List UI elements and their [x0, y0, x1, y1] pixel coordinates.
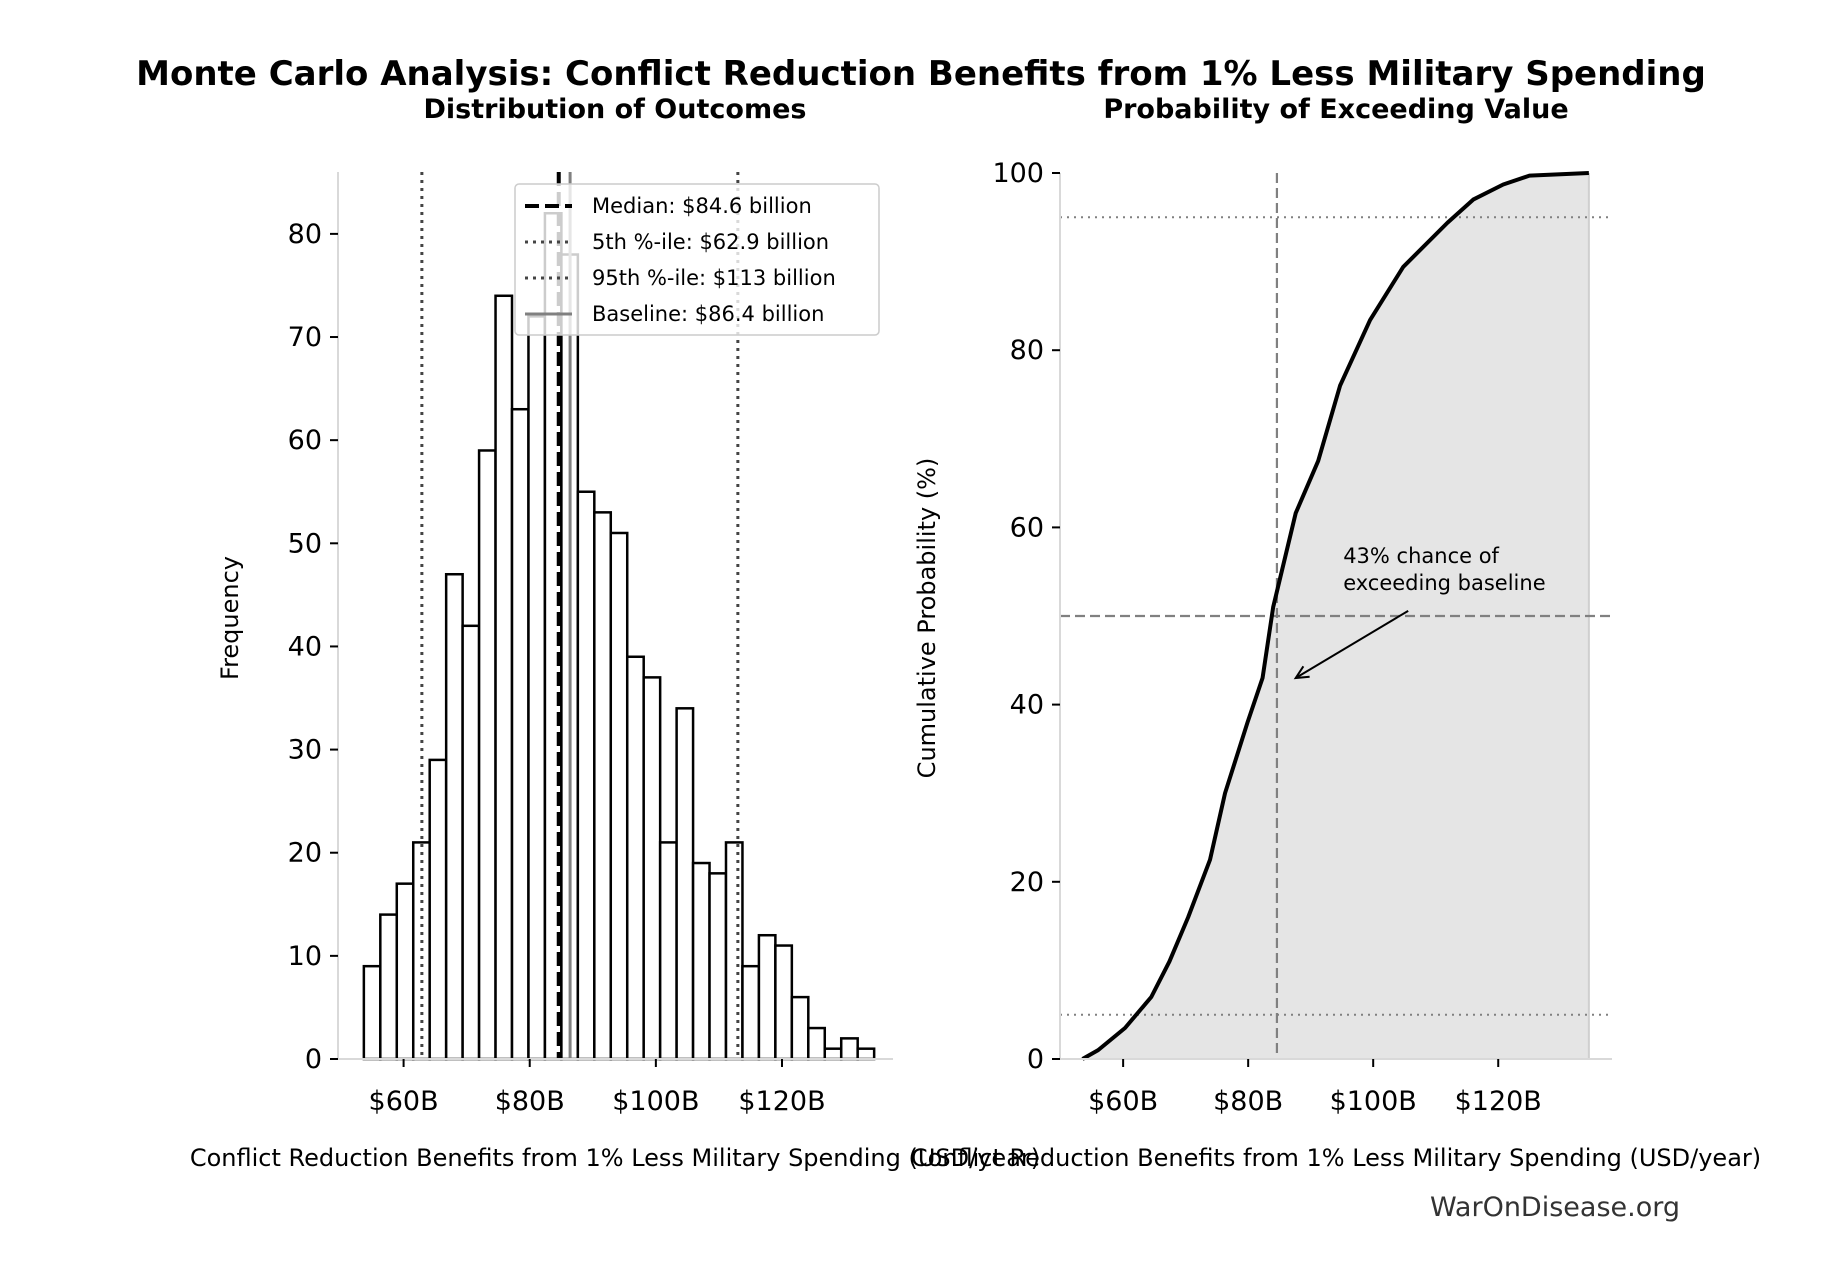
x-tick-label: $80B	[495, 1086, 565, 1117]
x-tick-label: $80B	[1213, 1086, 1283, 1117]
cdf-ticks: 0 20 40 60 80 100 $60B $80B $100B $120B	[992, 158, 1541, 1117]
x-tick-label: $120B	[1455, 1086, 1542, 1117]
y-tick-label: 60	[288, 425, 322, 456]
histogram-bar	[444, 572, 464, 1061]
x-tick-label: $60B	[1088, 1086, 1158, 1117]
x-tick-label: $100B	[612, 1086, 699, 1117]
histogram-bar	[527, 315, 547, 1061]
legend-label: Baseline: $86.4 billion	[592, 302, 824, 326]
histogram-bar	[477, 449, 497, 1061]
legend-label: 5th %-ile: $62.9 billion	[592, 230, 829, 254]
histogram-bar	[625, 655, 645, 1061]
histogram-subtitle: Distribution of Outcomes	[424, 94, 807, 125]
y-tick-label: 0	[305, 1044, 322, 1075]
x-tick-label: $60B	[369, 1086, 439, 1117]
histogram-bar	[741, 964, 761, 1061]
histogram-bar	[428, 758, 448, 1061]
histogram-bar	[856, 1047, 876, 1061]
y-tick-label: 80	[1010, 335, 1044, 366]
histogram-bar	[724, 841, 744, 1061]
cdf-reference-lines	[1060, 173, 1612, 1059]
annotation-arrowhead	[1293, 665, 1310, 680]
histogram-bar	[395, 882, 415, 1061]
histogram-bars	[362, 212, 876, 1061]
histogram-bar	[708, 872, 728, 1061]
histogram-bar	[691, 861, 711, 1061]
y-tick-label: 20	[288, 838, 322, 869]
histogram-bar	[593, 511, 613, 1061]
figure-title: Monte Carlo Analysis: Conflict Reduction…	[136, 54, 1706, 94]
histogram-panel: Distribution of Outcomes 0 10 20 30 40 50 60 70…	[190, 94, 1040, 1172]
cdf-x-label: Conflict Reduction Benefits from 1% Less…	[911, 1144, 1761, 1172]
histogram-bar	[362, 964, 382, 1061]
y-tick-label: 10	[288, 941, 322, 972]
histogram-bar	[494, 294, 514, 1061]
histogram-y-label: Frequency	[216, 556, 244, 680]
annotation-line-1: 43% chance of	[1343, 544, 1499, 568]
histogram-bar	[642, 676, 662, 1061]
footer-watermark: WarOnDisease.org	[1430, 1192, 1680, 1223]
cdf-subtitle: Probability of Exceeding Value	[1103, 94, 1568, 125]
cdf-panel: Probability of Exceeding Value 0 20 40 60 80…	[911, 94, 1761, 1172]
histogram-bar	[823, 1047, 843, 1061]
y-tick-label: 40	[1010, 690, 1044, 721]
histogram-bar	[774, 944, 794, 1061]
histogram-bar	[461, 624, 481, 1061]
y-tick-label: 20	[1010, 867, 1044, 898]
x-tick-label: $120B	[738, 1086, 825, 1117]
histogram-bar	[658, 841, 678, 1061]
histogram-bar	[839, 1037, 859, 1061]
y-tick-label: 70	[288, 322, 322, 353]
histogram-bar	[609, 531, 629, 1061]
y-tick-label: 50	[288, 528, 322, 559]
y-tick-label: 40	[288, 631, 322, 662]
cdf-y-label: Cumulative Probability (%)	[913, 458, 941, 779]
histogram-x-label: Conflict Reduction Benefits from 1% Less…	[190, 1144, 1040, 1172]
legend-label: Median: $84.6 billion	[592, 194, 812, 218]
histogram-bar	[510, 407, 530, 1061]
y-tick-label: 60	[1010, 512, 1044, 543]
y-tick-label: 80	[288, 219, 322, 250]
histogram-bar	[576, 490, 596, 1061]
y-tick-label: 30	[288, 735, 322, 766]
histogram-bar	[790, 995, 810, 1061]
histogram-bar	[757, 933, 777, 1061]
cdf-line	[1081, 171, 1589, 1061]
annotation-arrow	[1295, 609, 1409, 679]
annotation: 43% chance of exceeding baseline	[1293, 544, 1546, 680]
histogram-bar	[379, 913, 399, 1061]
y-tick-label: 100	[992, 158, 1044, 189]
x-tick-label: $100B	[1330, 1086, 1417, 1117]
legend: Median: $84.6 billion 5th %-ile: $62.9 bi…	[514, 183, 880, 336]
histogram-ticks: 0 10 20 30 40 50 60 70 80 $60B $80B $100B $120B	[288, 219, 826, 1117]
histogram-bar	[807, 1026, 827, 1061]
legend-label: 95th %-ile: $113 billion	[592, 266, 836, 290]
annotation-line-2: exceeding baseline	[1343, 571, 1545, 595]
y-tick-label: 0	[1027, 1044, 1044, 1075]
histogram-bar	[675, 707, 695, 1061]
